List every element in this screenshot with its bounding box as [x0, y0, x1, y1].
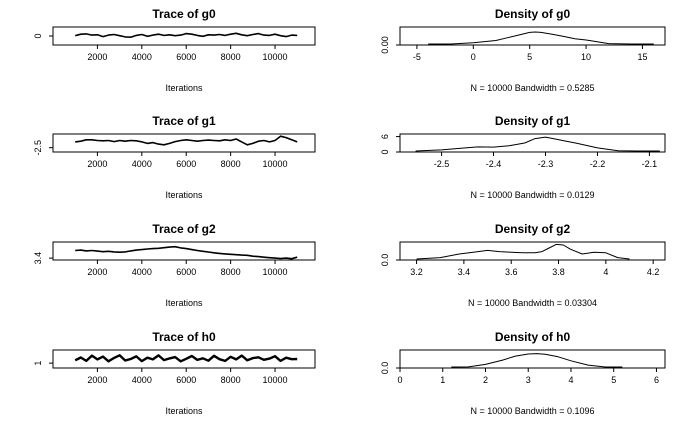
- trace-of-g0-xtick-label: 2000: [87, 52, 107, 62]
- density-of-g0-xtick-label: 0: [471, 52, 476, 62]
- density-of-g1-series-line: [415, 136, 660, 152]
- trace-of-g0-xtick-label: 4000: [132, 52, 152, 62]
- trace-of-h0-plot-frame: [52, 349, 316, 369]
- trace-of-g0-xtick-label: 8000: [221, 52, 241, 62]
- density-of-g1-xtick-label: -2.2: [590, 159, 606, 169]
- density-of-g1-title: Density of g1: [495, 114, 571, 128]
- density-of-g2-title: Density of g2: [495, 222, 571, 236]
- trace-of-h0-ytick-label: 1: [33, 361, 43, 366]
- density-of-g2-xtick-label: 3.8: [552, 267, 565, 277]
- density-of-g1-panel: Density of g1 -2.5 -2.4 -2.3 -2.2 -2.1 0 6 N = 1…: [380, 114, 666, 200]
- trace-of-g2-title: Trace of g2: [152, 222, 216, 236]
- density-of-h0-ytick-label: 0.0: [380, 362, 390, 375]
- trace-of-g1-xtick-label: 6000: [176, 159, 196, 169]
- trace-of-g2-xtick-label: 6000: [176, 267, 196, 277]
- density-of-h0-plot-frame: [399, 349, 666, 369]
- density-of-g2-plot-frame: [399, 241, 666, 261]
- trace-of-g2-panel: Trace of g2 2000 4000 6000 8000 10000 3.4 Itera…: [33, 222, 316, 308]
- trace-of-h0-xtick-label: 6000: [176, 375, 196, 385]
- trace-of-h0-xtick-label: 4000: [132, 375, 152, 385]
- density-of-g2-xtick-label: 4.2: [647, 267, 660, 277]
- density-of-g1-plot-frame: [399, 133, 666, 153]
- density-of-g0-bandwidth-caption: N = 10000 Bandwidth = 0.5285: [470, 83, 594, 93]
- density-of-h0-bandwidth-caption: N = 10000 Bandwidth = 0.1096: [470, 406, 594, 416]
- trace-of-g1-title: Trace of g1: [152, 114, 216, 128]
- trace-of-g1-xlabel: Iterations: [165, 190, 203, 200]
- density-of-g0-xtick-label: 5: [527, 52, 532, 62]
- density-of-g1-xtick-label: -2.1: [642, 159, 658, 169]
- trace-of-h0-xtick-label: 10000: [263, 375, 288, 385]
- trace-of-g0-xlabel: Iterations: [165, 83, 203, 93]
- trace-of-g1-series-line: [75, 135, 298, 146]
- trace-of-g2-ytick-label: 3.4: [33, 252, 43, 265]
- density-of-g1-ytick-label: 6: [380, 134, 390, 139]
- trace-of-g0-series-line: [74, 32, 298, 38]
- density-of-g2-series-line: [416, 243, 630, 260]
- density-of-g1-xtick-label: -2.3: [538, 159, 554, 169]
- density-of-h0-xtick-label: 3: [526, 375, 531, 385]
- density-of-h0-xtick-label: 0: [397, 375, 402, 385]
- density-of-h0-xtick-label: 1: [440, 375, 445, 385]
- trace-of-g0-xtick-label: 6000: [176, 52, 196, 62]
- trace-of-g2-xtick-label: 2000: [87, 267, 107, 277]
- density-of-g2-bandwidth-caption: N = 10000 Bandwidth = 0.03304: [468, 298, 597, 308]
- density-of-g0-ytick-label: 0.00: [380, 36, 390, 54]
- trace-of-h0-xlabel: Iterations: [165, 406, 203, 416]
- density-of-g0-plot-frame: [399, 26, 666, 46]
- density-of-h0-series-line: [451, 353, 623, 368]
- density-of-g2-xtick-label: 3.6: [505, 267, 518, 277]
- density-of-g0-series-line: [428, 31, 654, 45]
- density-of-g2-ytick-label: 0.0: [380, 254, 390, 267]
- trace-of-g0-ytick-label: 0: [33, 33, 43, 38]
- trace-of-g1-plot-frame: [52, 133, 316, 153]
- trace-of-g2-xlabel: Iterations: [165, 298, 203, 308]
- trace-of-h0-xtick-label: 8000: [221, 375, 241, 385]
- trace-of-g2-xtick-label: 8000: [221, 267, 241, 277]
- density-of-h0-xtick-label: 4: [568, 375, 573, 385]
- trace-of-h0-title: Trace of h0: [152, 330, 216, 344]
- density-of-g1-xtick-label: -2.4: [486, 159, 502, 169]
- density-of-g2-xtick-label: 4: [603, 267, 608, 277]
- trace-of-h0-series-line: [74, 354, 298, 363]
- density-of-g1-bandwidth-caption: N = 10000 Bandwidth = 0.0129: [470, 190, 594, 200]
- density-of-g0-xtick-label: -5: [413, 52, 421, 62]
- trace-of-g1-ytick-label: -2.5: [33, 140, 43, 156]
- trace-of-g1-xtick-label: 10000: [263, 159, 288, 169]
- density-of-g0-xtick-label: 15: [637, 52, 647, 62]
- density-of-h0-xtick-label: 5: [611, 375, 616, 385]
- density-of-g1-xtick-label: -2.5: [434, 159, 450, 169]
- density-of-g0-panel: Density of g0 -5 0 5 10 15 0.00 N = 10000 Bandw…: [380, 7, 666, 93]
- trace-of-h0-panel: Trace of h0 2000 4000 6000 8000 10000 1 Iterati…: [33, 330, 316, 416]
- trace-of-g2-plot-frame: [52, 241, 316, 261]
- density-of-h0-panel: Density of h0 0 1 2 3 4 5 6 0.0 N = 10000 Bandwid…: [380, 330, 666, 416]
- trace-of-g2-xtick-label: 4000: [132, 267, 152, 277]
- trace-of-g1-xtick-label: 2000: [87, 159, 107, 169]
- density-of-h0-title: Density of h0: [495, 330, 571, 344]
- trace-of-g2-xtick-label: 10000: [263, 267, 288, 277]
- trace-of-h0-xtick-label: 2000: [87, 375, 107, 385]
- density-of-h0-xtick-label: 2: [483, 375, 488, 385]
- density-of-g2-panel: Density of g2 3.2 3.4 3.6 3.8 4 4.2 0.0 N = 1000…: [380, 222, 666, 308]
- density-of-g0-title: Density of g0: [495, 7, 571, 21]
- density-of-g2-xtick-label: 3.4: [458, 267, 471, 277]
- trace-of-g1-xtick-label: 4000: [132, 159, 152, 169]
- density-of-h0-xtick-label: 6: [654, 375, 659, 385]
- trace-of-g0-title: Trace of g0: [152, 7, 216, 21]
- trace-of-g2-series-line: [75, 245, 298, 260]
- density-of-g2-xtick-label: 3.2: [410, 267, 423, 277]
- trace-of-g0-xtick-label: 10000: [263, 52, 288, 62]
- density-of-g0-xtick-label: 10: [581, 52, 591, 62]
- density-of-g1-ytick-label: 0: [380, 149, 390, 154]
- trace-of-g0-panel: Trace of g0 2000 4000 6000 8000 10000 0 Iterati…: [33, 7, 316, 93]
- trace-of-g1-xtick-label: 8000: [221, 159, 241, 169]
- trace-of-g1-panel: Trace of g1 2000 4000 6000 8000 10000 -2.5 Iter…: [33, 114, 316, 200]
